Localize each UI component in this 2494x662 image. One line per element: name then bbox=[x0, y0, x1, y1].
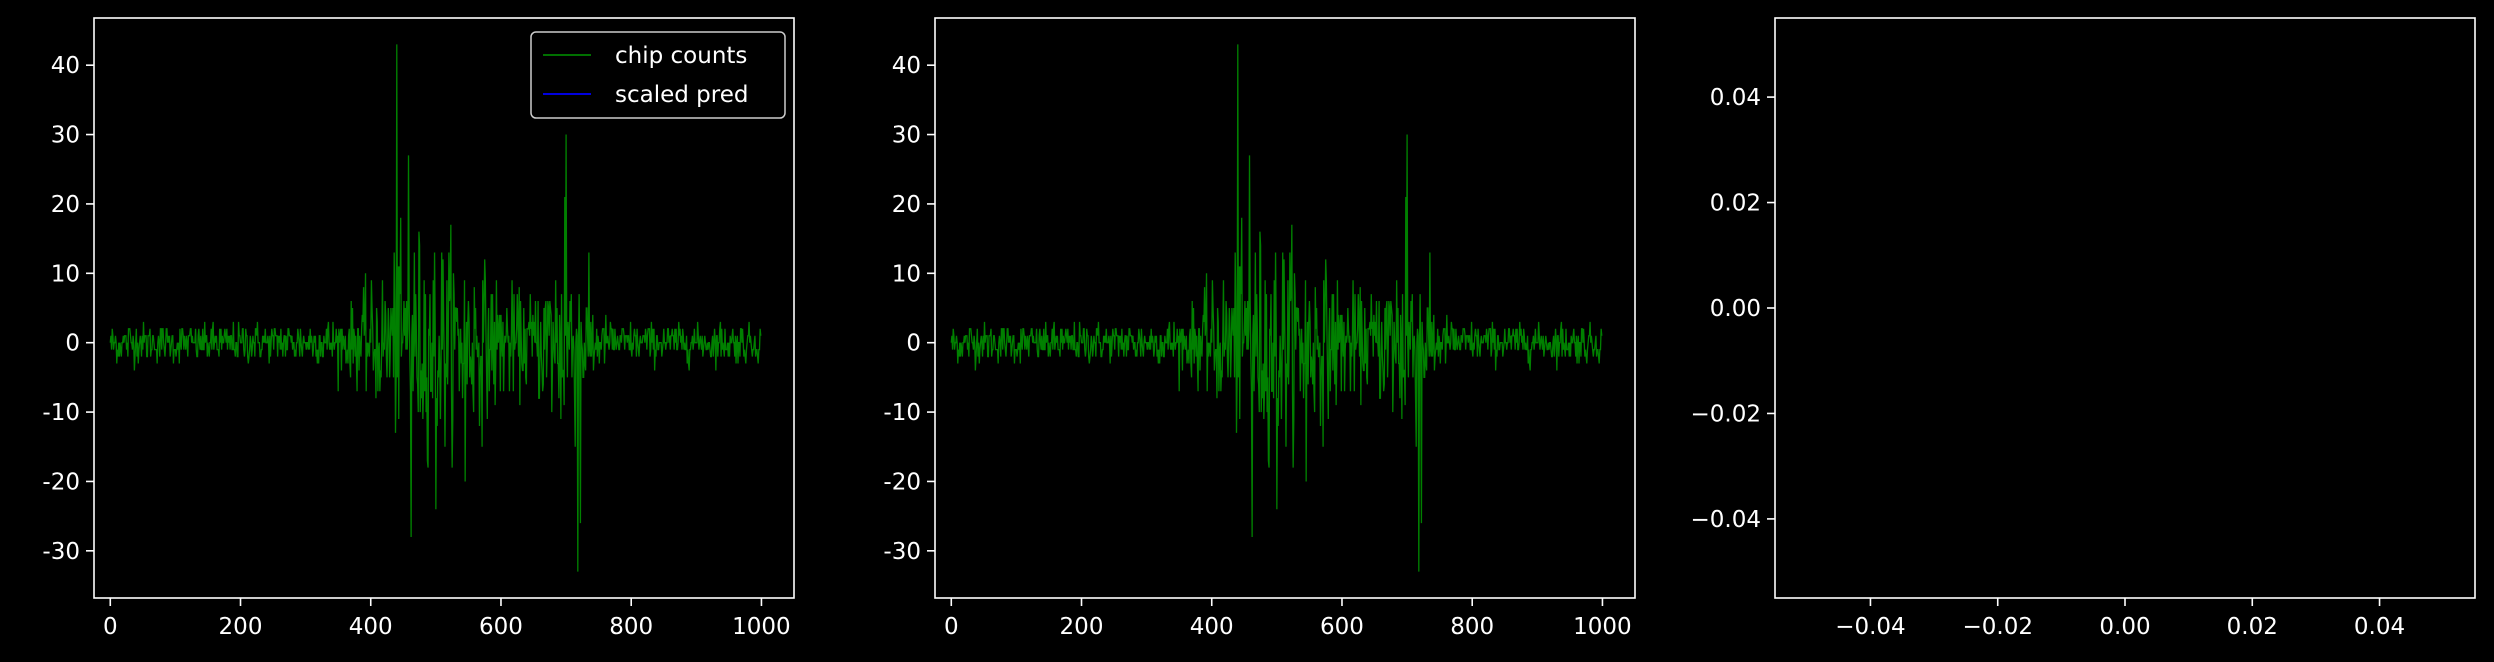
panel-3-x-axis: −0.04 −0.02 0.00 0.02 0.04 bbox=[1835, 598, 2405, 640]
y-tick-label: 0 bbox=[65, 331, 80, 357]
y-tick-label: 20 bbox=[892, 192, 921, 218]
x-tick-label: 1000 bbox=[1573, 614, 1632, 640]
y-tick-label: 0.00 bbox=[1710, 296, 1761, 322]
series-line-trace bbox=[950, 44, 1603, 572]
y-tick-label: 0.04 bbox=[1710, 85, 1761, 111]
x-tick-label: 400 bbox=[1190, 614, 1234, 640]
x-tick-label: 0.04 bbox=[2354, 614, 2405, 640]
y-tick-label: 0.02 bbox=[1710, 191, 1761, 217]
panel-1-series-chip-counts bbox=[109, 44, 762, 572]
panel-2-x-axis: 0 200 400 600 800 1000 bbox=[944, 598, 1632, 640]
panel-2-y-axis: -30 -20 -10 0 10 20 30 40 bbox=[883, 53, 935, 565]
panel-1-x-axis: 0 200 400 600 800 1000 bbox=[103, 598, 791, 640]
y-tick-label: −0.04 bbox=[1691, 507, 1761, 533]
y-tick-label: 30 bbox=[892, 123, 921, 149]
x-tick-label: 800 bbox=[609, 614, 653, 640]
series-line-chip-counts bbox=[109, 44, 762, 572]
legend-label-scaled-pred: scaled pred bbox=[615, 82, 748, 108]
legend-box bbox=[530, 31, 786, 119]
x-tick-label: 600 bbox=[1320, 614, 1364, 640]
y-tick-label: 10 bbox=[892, 261, 921, 287]
y-tick-label: 0 bbox=[906, 331, 921, 357]
x-tick-label: 0 bbox=[103, 614, 118, 640]
y-tick-label: -10 bbox=[42, 400, 80, 426]
y-tick-label: 40 bbox=[892, 53, 921, 79]
legend-label-chip-counts: chip counts bbox=[615, 43, 747, 69]
y-tick-label: -30 bbox=[42, 539, 80, 565]
panel-1-chip-counts: 0 200 400 600 800 1000 -30 -20 -10 0 10 20 30 40 chi… bbox=[42, 17, 795, 640]
y-tick-label: -20 bbox=[883, 469, 921, 495]
x-tick-label: −0.02 bbox=[1962, 614, 2032, 640]
y-tick-label: -20 bbox=[42, 469, 80, 495]
x-tick-label: 200 bbox=[219, 614, 263, 640]
legend: chip counts scaled pred bbox=[530, 31, 786, 119]
y-tick-label: 20 bbox=[51, 192, 80, 218]
x-tick-label: 1000 bbox=[732, 614, 791, 640]
panel-1-y-axis: -30 -20 -10 0 10 20 30 40 bbox=[42, 53, 94, 565]
x-tick-label: 0.02 bbox=[2227, 614, 2278, 640]
x-tick-label: 600 bbox=[479, 614, 523, 640]
panel-3-frame bbox=[1774, 17, 2476, 599]
x-tick-label: 200 bbox=[1060, 614, 1104, 640]
y-tick-label: 40 bbox=[51, 53, 80, 79]
x-tick-label: 800 bbox=[1450, 614, 1494, 640]
x-tick-label: 400 bbox=[349, 614, 393, 640]
x-tick-label: 0 bbox=[944, 614, 959, 640]
x-tick-label: 0.00 bbox=[2099, 614, 2150, 640]
panel-2-chip-counts: 0 200 400 600 800 1000 -30 -20 -10 0 10 20 30 40 bbox=[883, 17, 1636, 640]
panel-3-y-axis: −0.04 −0.02 0.00 0.02 0.04 bbox=[1691, 85, 1775, 533]
x-tick-label: −0.04 bbox=[1835, 614, 1905, 640]
y-tick-label: 10 bbox=[51, 261, 80, 287]
y-tick-label: -10 bbox=[883, 400, 921, 426]
panel-3-empty: −0.04 −0.02 0.00 0.02 0.04 −0.04 −0.02 0.00 0.0… bbox=[1691, 17, 2476, 640]
y-tick-label: 30 bbox=[51, 123, 80, 149]
y-tick-label: −0.02 bbox=[1691, 401, 1761, 427]
y-tick-label: -30 bbox=[883, 539, 921, 565]
panel-2-series-chip-counts bbox=[950, 44, 1603, 572]
